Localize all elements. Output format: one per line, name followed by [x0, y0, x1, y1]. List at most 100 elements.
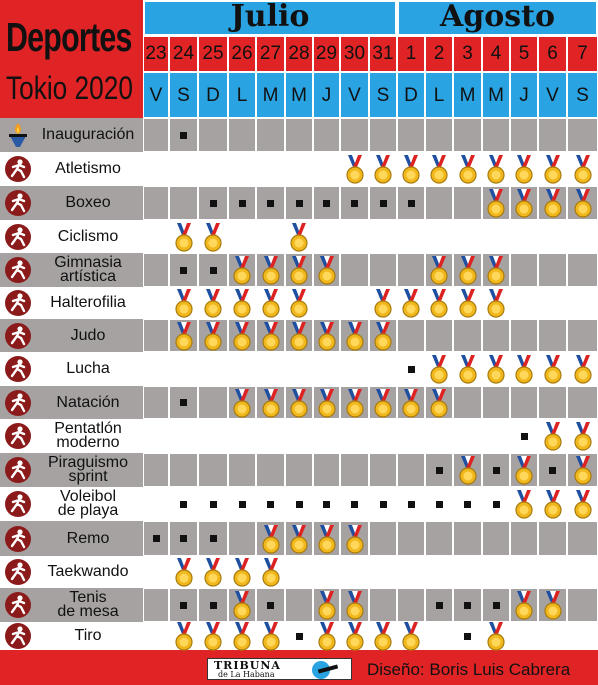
- event-marker: [295, 199, 303, 207]
- schedule-cell: [285, 287, 313, 319]
- event-marker: [549, 466, 556, 474]
- schedule-cell: [198, 487, 228, 521]
- gold-medal-icon: [345, 524, 364, 554]
- schedule-cell: [198, 386, 228, 419]
- schedule-cell: [482, 453, 510, 487]
- schedule-cell: [313, 419, 340, 453]
- event-marker: [407, 500, 415, 508]
- schedule-cell: [397, 186, 425, 220]
- gold-medal-icon: [261, 289, 280, 318]
- schedule-cell: [538, 556, 567, 588]
- schedule-cell: [285, 453, 313, 487]
- schedule-cell: [482, 521, 510, 556]
- event-marker: [209, 500, 217, 508]
- event-marker: [520, 432, 528, 440]
- gold-medal-icon: [233, 558, 251, 587]
- schedule-cell: [169, 352, 198, 386]
- schedule-cell: [397, 118, 425, 152]
- schedule-cell: [340, 487, 369, 521]
- schedule-cell: [397, 521, 425, 556]
- title-block: Deportes Tokio 2020: [0, 0, 138, 118]
- date-cell: 7: [567, 36, 598, 72]
- gold-medal-icon: [345, 321, 364, 351]
- schedule-cell: [425, 386, 453, 419]
- schedule-cell: [453, 386, 482, 419]
- schedule-cell: [285, 352, 313, 386]
- schedule-cell: [340, 152, 369, 186]
- schedule-cell: [482, 287, 510, 319]
- schedule-cell: [285, 186, 313, 220]
- schedule-cell: [340, 287, 369, 319]
- weekday-cell: S: [567, 72, 598, 118]
- schedule-cell: [256, 319, 285, 352]
- swimming-icon: [5, 389, 31, 416]
- schedule-cell: [482, 253, 510, 287]
- schedule-cell: [256, 287, 285, 319]
- schedule-cell: [482, 352, 510, 386]
- schedule-cell: [313, 220, 340, 253]
- schedule-cell: [198, 419, 228, 453]
- schedule-cell: [198, 319, 228, 352]
- event-marker: [435, 466, 443, 474]
- schedule-cell: [453, 118, 482, 152]
- schedule-cell: [397, 152, 425, 186]
- schedule-cell: [397, 419, 425, 453]
- event-marker: [435, 500, 443, 508]
- schedule-cell: [169, 487, 198, 521]
- schedule-cell: [567, 287, 598, 319]
- gold-medal-icon: [317, 524, 336, 554]
- schedule-cell: [228, 556, 256, 588]
- gold-medal-icon: [543, 591, 562, 620]
- schedule-cell: [169, 453, 198, 487]
- gold-medal-icon: [204, 622, 222, 651]
- gold-medal-icon: [515, 456, 533, 485]
- gold-medal-icon: [317, 591, 336, 620]
- gold-medal-icon: [487, 289, 505, 318]
- sport-label: Voleibol de playa: [57, 488, 119, 519]
- gold-medal-icon: [374, 388, 392, 418]
- event-marker: [323, 500, 330, 508]
- event-marker: [180, 399, 187, 406]
- event-marker: [238, 500, 246, 508]
- gold-medal-icon: [345, 388, 364, 418]
- schedule-cell: [143, 287, 169, 319]
- schedule-cell: [425, 419, 453, 453]
- wrestling-icon: [5, 356, 31, 382]
- schedule-cell: [425, 453, 453, 487]
- schedule-cell: [453, 419, 482, 453]
- schedule-cell: [169, 220, 198, 253]
- schedule-cell: [143, 622, 169, 650]
- event-marker: [209, 601, 217, 609]
- schedule-cell: [567, 220, 598, 253]
- gold-medal-icon: [374, 622, 392, 651]
- sport-label: Boxeo: [65, 194, 111, 211]
- schedule-cell: [228, 319, 256, 352]
- weekday-cell: D: [198, 72, 228, 118]
- schedule-cell: [369, 386, 397, 419]
- schedule-cell: [397, 487, 425, 521]
- taekwondo-icon: [5, 559, 31, 585]
- schedule-cell: [340, 588, 369, 622]
- gold-medal-icon: [458, 289, 477, 318]
- event-marker: [464, 500, 471, 508]
- gold-medal-icon: [233, 289, 251, 318]
- cycling-icon: [5, 223, 31, 250]
- schedule-cell: [425, 287, 453, 319]
- schedule-cell: [340, 118, 369, 152]
- schedule-cell: [143, 253, 169, 287]
- schedule-cell: [425, 220, 453, 253]
- gold-medal-icon: [261, 622, 280, 651]
- gold-medal-icon: [290, 222, 308, 252]
- weekday-cell: V: [538, 72, 567, 118]
- gold-medal-icon: [174, 321, 193, 351]
- schedule-cell: [285, 419, 313, 453]
- schedule-cell: [510, 622, 538, 650]
- gold-medal-icon: [290, 524, 308, 554]
- schedule-cell: [510, 253, 538, 287]
- schedule-cell: [453, 556, 482, 588]
- schedule-cell: [143, 521, 169, 556]
- schedule-cell: [256, 152, 285, 186]
- gold-medal-icon: [317, 622, 336, 651]
- event-marker: [351, 199, 358, 207]
